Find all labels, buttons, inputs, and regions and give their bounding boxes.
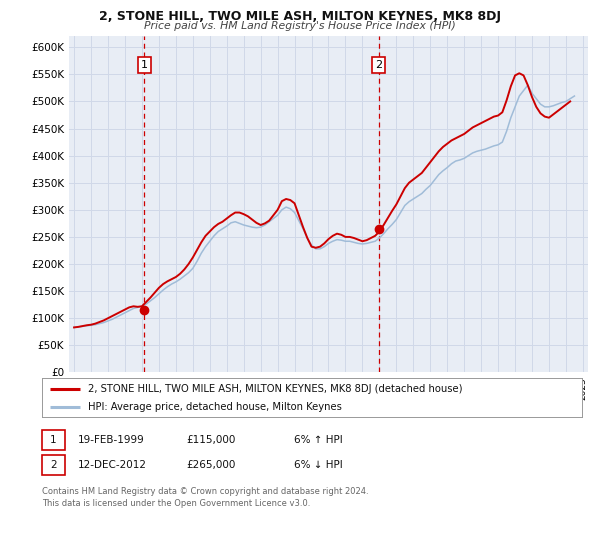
Text: 12-DEC-2012: 12-DEC-2012	[78, 460, 147, 470]
Text: 19-FEB-1999: 19-FEB-1999	[78, 435, 145, 445]
Text: Price paid vs. HM Land Registry's House Price Index (HPI): Price paid vs. HM Land Registry's House …	[144, 21, 456, 31]
Text: 6% ↓ HPI: 6% ↓ HPI	[294, 460, 343, 470]
Text: 2, STONE HILL, TWO MILE ASH, MILTON KEYNES, MK8 8DJ (detached house): 2, STONE HILL, TWO MILE ASH, MILTON KEYN…	[88, 384, 463, 394]
Text: 2: 2	[50, 460, 57, 470]
Text: £265,000: £265,000	[186, 460, 235, 470]
Text: £115,000: £115,000	[186, 435, 235, 445]
Text: 1: 1	[50, 435, 57, 445]
Text: HPI: Average price, detached house, Milton Keynes: HPI: Average price, detached house, Milt…	[88, 403, 342, 412]
Text: 1: 1	[140, 60, 148, 70]
Text: 2, STONE HILL, TWO MILE ASH, MILTON KEYNES, MK8 8DJ: 2, STONE HILL, TWO MILE ASH, MILTON KEYN…	[99, 10, 501, 22]
Text: 2: 2	[375, 60, 382, 70]
Text: 6% ↑ HPI: 6% ↑ HPI	[294, 435, 343, 445]
Text: Contains HM Land Registry data © Crown copyright and database right 2024.
This d: Contains HM Land Registry data © Crown c…	[42, 487, 368, 508]
